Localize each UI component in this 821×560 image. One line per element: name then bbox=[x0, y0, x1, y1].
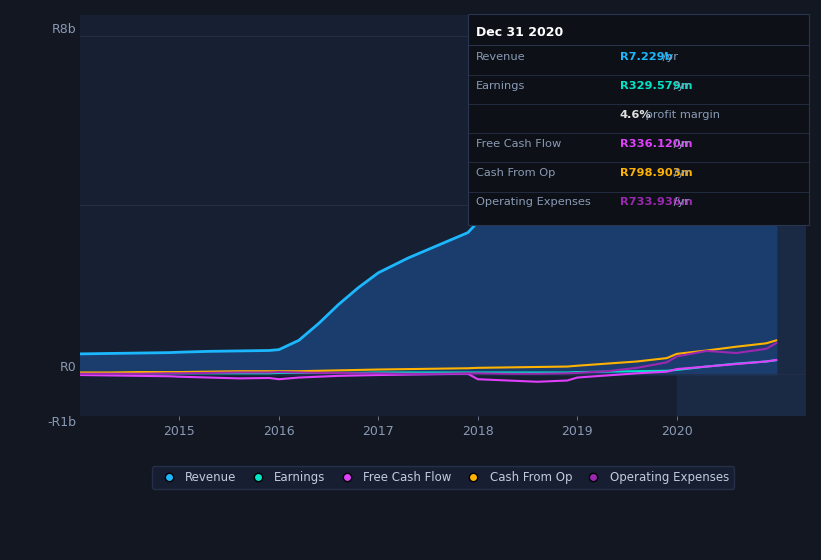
Text: Earnings: Earnings bbox=[476, 81, 525, 91]
Text: -R1b: -R1b bbox=[48, 417, 76, 430]
Text: R8b: R8b bbox=[52, 23, 76, 36]
Text: R7.229b: R7.229b bbox=[620, 52, 672, 62]
Text: Revenue: Revenue bbox=[476, 52, 525, 62]
Text: Free Cash Flow: Free Cash Flow bbox=[476, 139, 562, 149]
Text: profit margin: profit margin bbox=[642, 110, 720, 120]
Text: Operating Expenses: Operating Expenses bbox=[476, 197, 591, 207]
Text: R336.120m: R336.120m bbox=[620, 139, 692, 149]
Legend: Revenue, Earnings, Free Cash Flow, Cash From Op, Operating Expenses: Revenue, Earnings, Free Cash Flow, Cash … bbox=[152, 466, 734, 489]
Text: R329.579m: R329.579m bbox=[620, 81, 692, 91]
Text: /yr: /yr bbox=[659, 52, 678, 62]
Text: R0: R0 bbox=[60, 361, 76, 374]
Text: R798.903m: R798.903m bbox=[620, 168, 692, 178]
Text: R733.936m: R733.936m bbox=[620, 197, 693, 207]
Text: Cash From Op: Cash From Op bbox=[476, 168, 556, 178]
Text: Dec 31 2020: Dec 31 2020 bbox=[476, 26, 563, 39]
Text: /yr: /yr bbox=[670, 197, 689, 207]
Text: /yr: /yr bbox=[670, 139, 689, 149]
Text: /yr: /yr bbox=[670, 168, 689, 178]
Text: /yr: /yr bbox=[670, 81, 689, 91]
Text: 4.6%: 4.6% bbox=[620, 110, 652, 120]
Bar bbox=[677, 15, 806, 417]
